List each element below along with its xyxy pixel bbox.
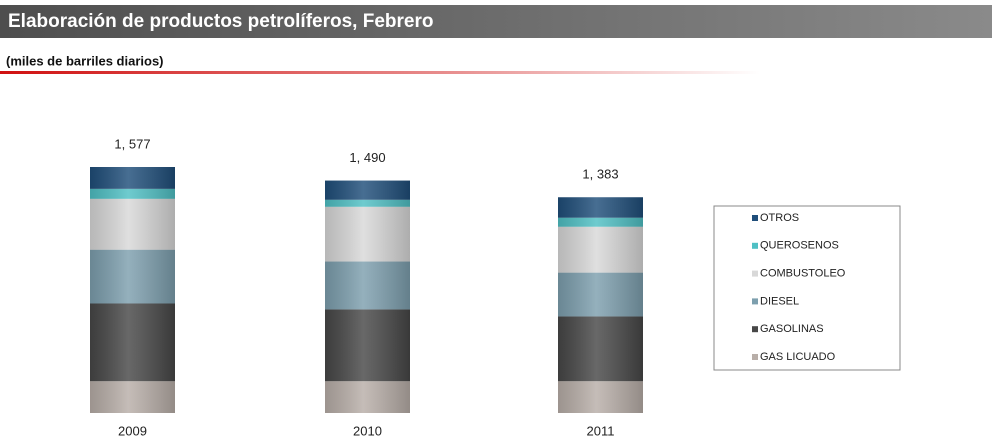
legend-swatch [752,326,758,333]
chart-title: Elaboración de productos petrolíferos, F… [8,11,433,32]
legend-swatch [752,270,758,277]
legend-swatch [752,215,758,221]
x-tick-label: 2010 [353,423,382,438]
legend-swatch [752,354,758,360]
legend-label: QUEROSENOS [760,240,839,252]
total-label: 1, 490 [349,150,385,165]
legend-box [713,205,901,371]
chart-subtitle: (miles de barriles diarios) [6,53,164,68]
total-label: 1, 383 [582,167,618,182]
legend-swatch [752,242,758,249]
legend-label: OTROS [760,212,799,224]
legend-label: DIESEL [760,295,799,307]
legend-swatch [752,298,758,305]
legend-label: COMBUSTOLEO [760,268,846,280]
x-tick-label: 2011 [587,423,615,438]
legend-label: GAS LICUADO [760,351,836,363]
total-label: 1, 577 [114,136,150,151]
bar-shine [558,197,643,413]
x-tick-label: 2009 [118,423,147,438]
legend-label: GASOLINAS [760,323,824,335]
bar-shine [90,167,175,413]
subtitle-underline [0,71,760,74]
header-bar [0,5,992,38]
bar-shine [325,180,410,413]
